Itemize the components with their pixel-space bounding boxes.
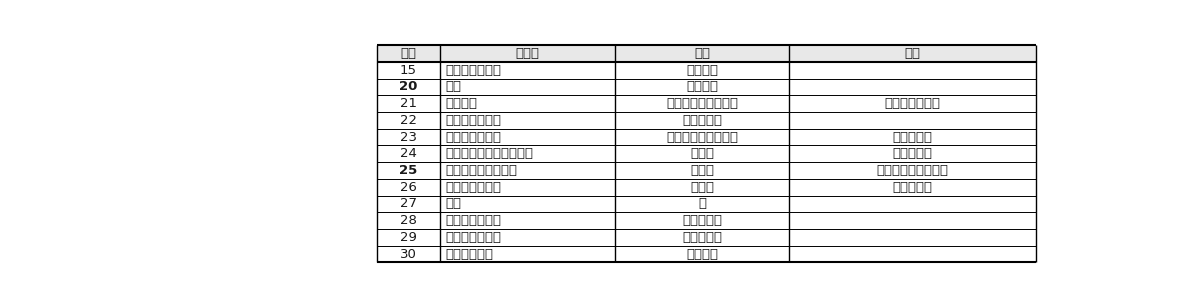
Text: 軸受: 軸受: [446, 80, 461, 94]
Text: 炭素鋼: 炭素鋼: [690, 147, 714, 160]
Text: 24: 24: [400, 147, 417, 160]
Text: スペーサ: スペーサ: [446, 97, 477, 110]
Text: 20: 20: [399, 80, 418, 94]
Text: 材質: 材質: [694, 47, 710, 60]
Text: 29: 29: [400, 231, 417, 244]
Text: ステンレス: ステンレス: [682, 114, 722, 127]
Text: スプリングピン: スプリングピン: [446, 114, 501, 127]
Text: 28: 28: [400, 214, 417, 227]
Text: クロメート: クロメート: [893, 147, 933, 160]
Text: クロムモリブデン鋼: クロムモリブデン鋼: [666, 97, 738, 110]
Text: ステンレス: ステンレス: [682, 231, 722, 244]
Text: 22: 22: [400, 114, 417, 127]
Text: 炭素鋼: 炭素鋼: [690, 164, 714, 177]
Text: 特殊樹脂: 特殊樹脂: [686, 80, 718, 94]
Text: ステンレス: ステンレス: [682, 214, 722, 227]
Text: トッププレート: トッププレート: [446, 214, 501, 227]
Text: ニッケルめっき: ニッケルめっき: [885, 97, 940, 110]
Text: 部品名: 部品名: [515, 47, 539, 60]
Text: ルブリテーナ: ルブリテーナ: [446, 248, 494, 260]
Text: 磁石: 磁石: [446, 197, 461, 210]
Text: 21: 21: [400, 97, 417, 110]
Text: 六角穴付ボルト: 六角穴付ボルト: [446, 130, 501, 144]
Text: クロメート: クロメート: [893, 130, 933, 144]
Text: 炭素鋼: 炭素鋼: [690, 181, 714, 194]
Bar: [377, 45, 1036, 62]
Text: 備考: 備考: [904, 47, 921, 60]
Text: 番号: 番号: [400, 47, 417, 60]
Text: 六角穴付プラグ: 六角穴付プラグ: [446, 181, 501, 194]
Text: スリワリ付止めねじ: スリワリ付止めねじ: [446, 164, 518, 177]
Text: 26: 26: [400, 181, 417, 194]
Text: 25: 25: [399, 164, 418, 177]
Text: －: －: [698, 197, 706, 210]
Text: クロムモリブデン鋼: クロムモリブデン鋼: [666, 130, 738, 144]
Text: クロメート: クロメート: [893, 181, 933, 194]
Text: ヘッドプレート: ヘッドプレート: [446, 231, 501, 244]
Text: 30: 30: [400, 248, 417, 260]
Text: 27: 27: [400, 197, 417, 210]
Text: 黒色亜鉛クロメート: 黒色亜鉛クロメート: [877, 164, 949, 177]
Text: 十字穴付バインド小ねじ: 十字穴付バインド小ねじ: [446, 147, 533, 160]
Text: ベルトクランプ: ベルトクランプ: [446, 64, 501, 77]
Text: 23: 23: [400, 130, 417, 144]
Text: 特殊樹脂: 特殊樹脂: [686, 64, 718, 77]
Text: 特殊樹脂: 特殊樹脂: [686, 248, 718, 260]
Text: 15: 15: [400, 64, 417, 77]
